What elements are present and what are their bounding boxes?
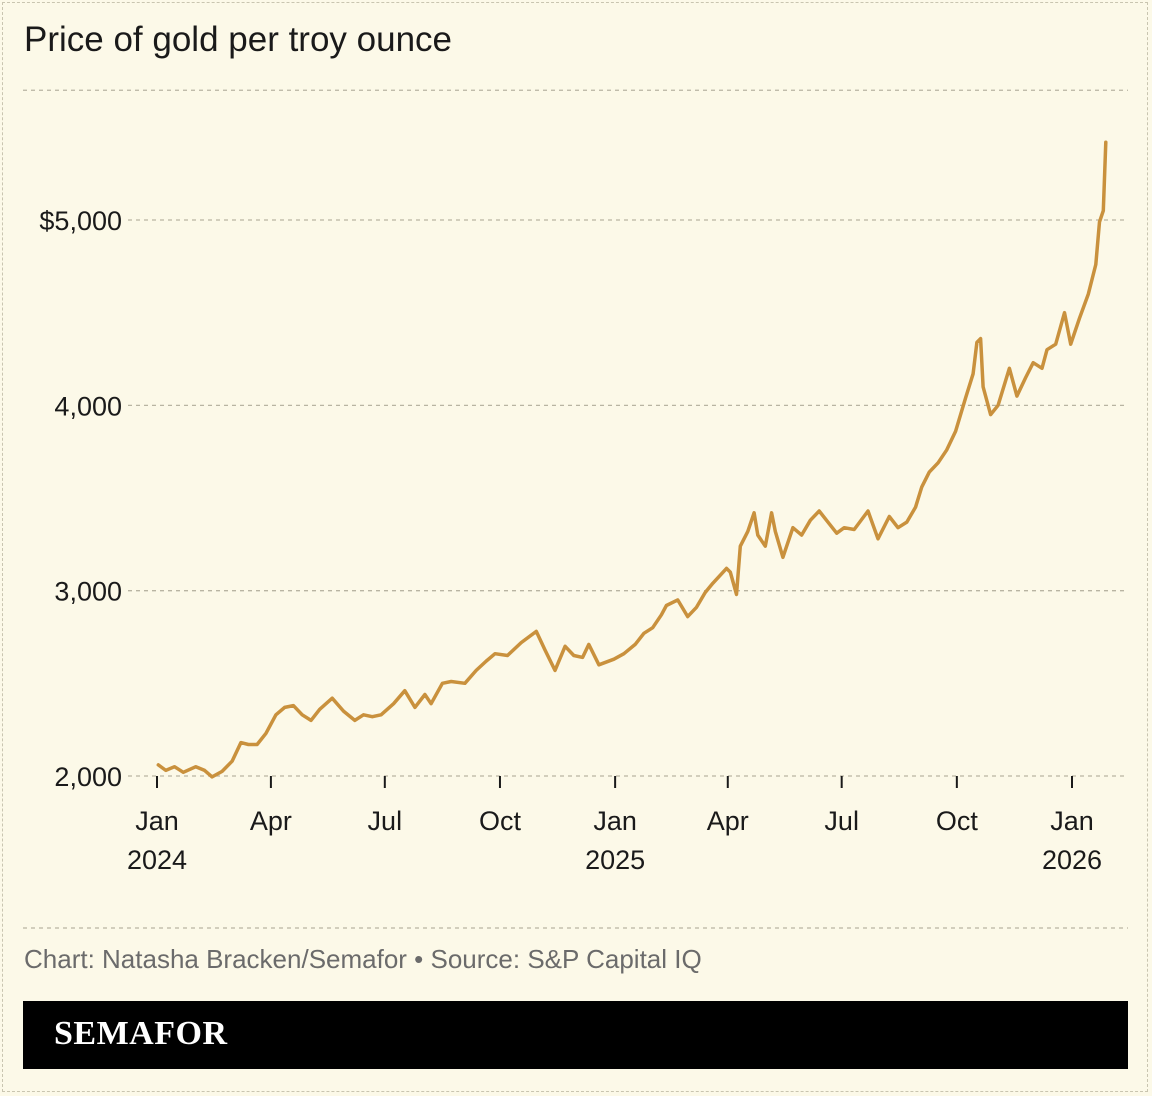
- y-tick-label: 2,000: [54, 762, 122, 792]
- x-tick-label: Jan: [1050, 806, 1094, 836]
- x-tick-label: Apr: [250, 806, 292, 836]
- y-tick-label: 4,000: [54, 391, 122, 421]
- x-tick-label: Oct: [936, 806, 979, 836]
- x-tick-year-label: 2024: [127, 845, 187, 875]
- y-tick-label: 3,000: [54, 577, 122, 607]
- x-tick-label: Jan: [593, 806, 637, 836]
- line-chart: 2,000 3,000 4,000 $5,000 Jan 2024 Apr Jul Oct Jan…: [23, 89, 1128, 929]
- chart-credit: Chart: Natasha Bracken/Semafor • Source:…: [24, 944, 702, 974]
- x-tick-label: Apr: [707, 806, 749, 836]
- gold-price-line: [156, 140, 1108, 779]
- x-tick-label: Oct: [479, 806, 522, 836]
- x-tick-year-label: 2025: [585, 845, 645, 875]
- y-tick-label: $5,000: [39, 206, 122, 236]
- x-tick-label: Jul: [824, 806, 859, 836]
- chart-title: Price of gold per troy ounce: [24, 20, 453, 59]
- x-tick-year-label: 2026: [1042, 845, 1102, 875]
- brand-bar: SEMAFOR: [23, 1001, 1128, 1069]
- x-tick-label: Jul: [368, 806, 403, 836]
- x-tick-label: Jan: [135, 806, 179, 836]
- semafor-logo: SEMAFOR: [54, 1015, 228, 1052]
